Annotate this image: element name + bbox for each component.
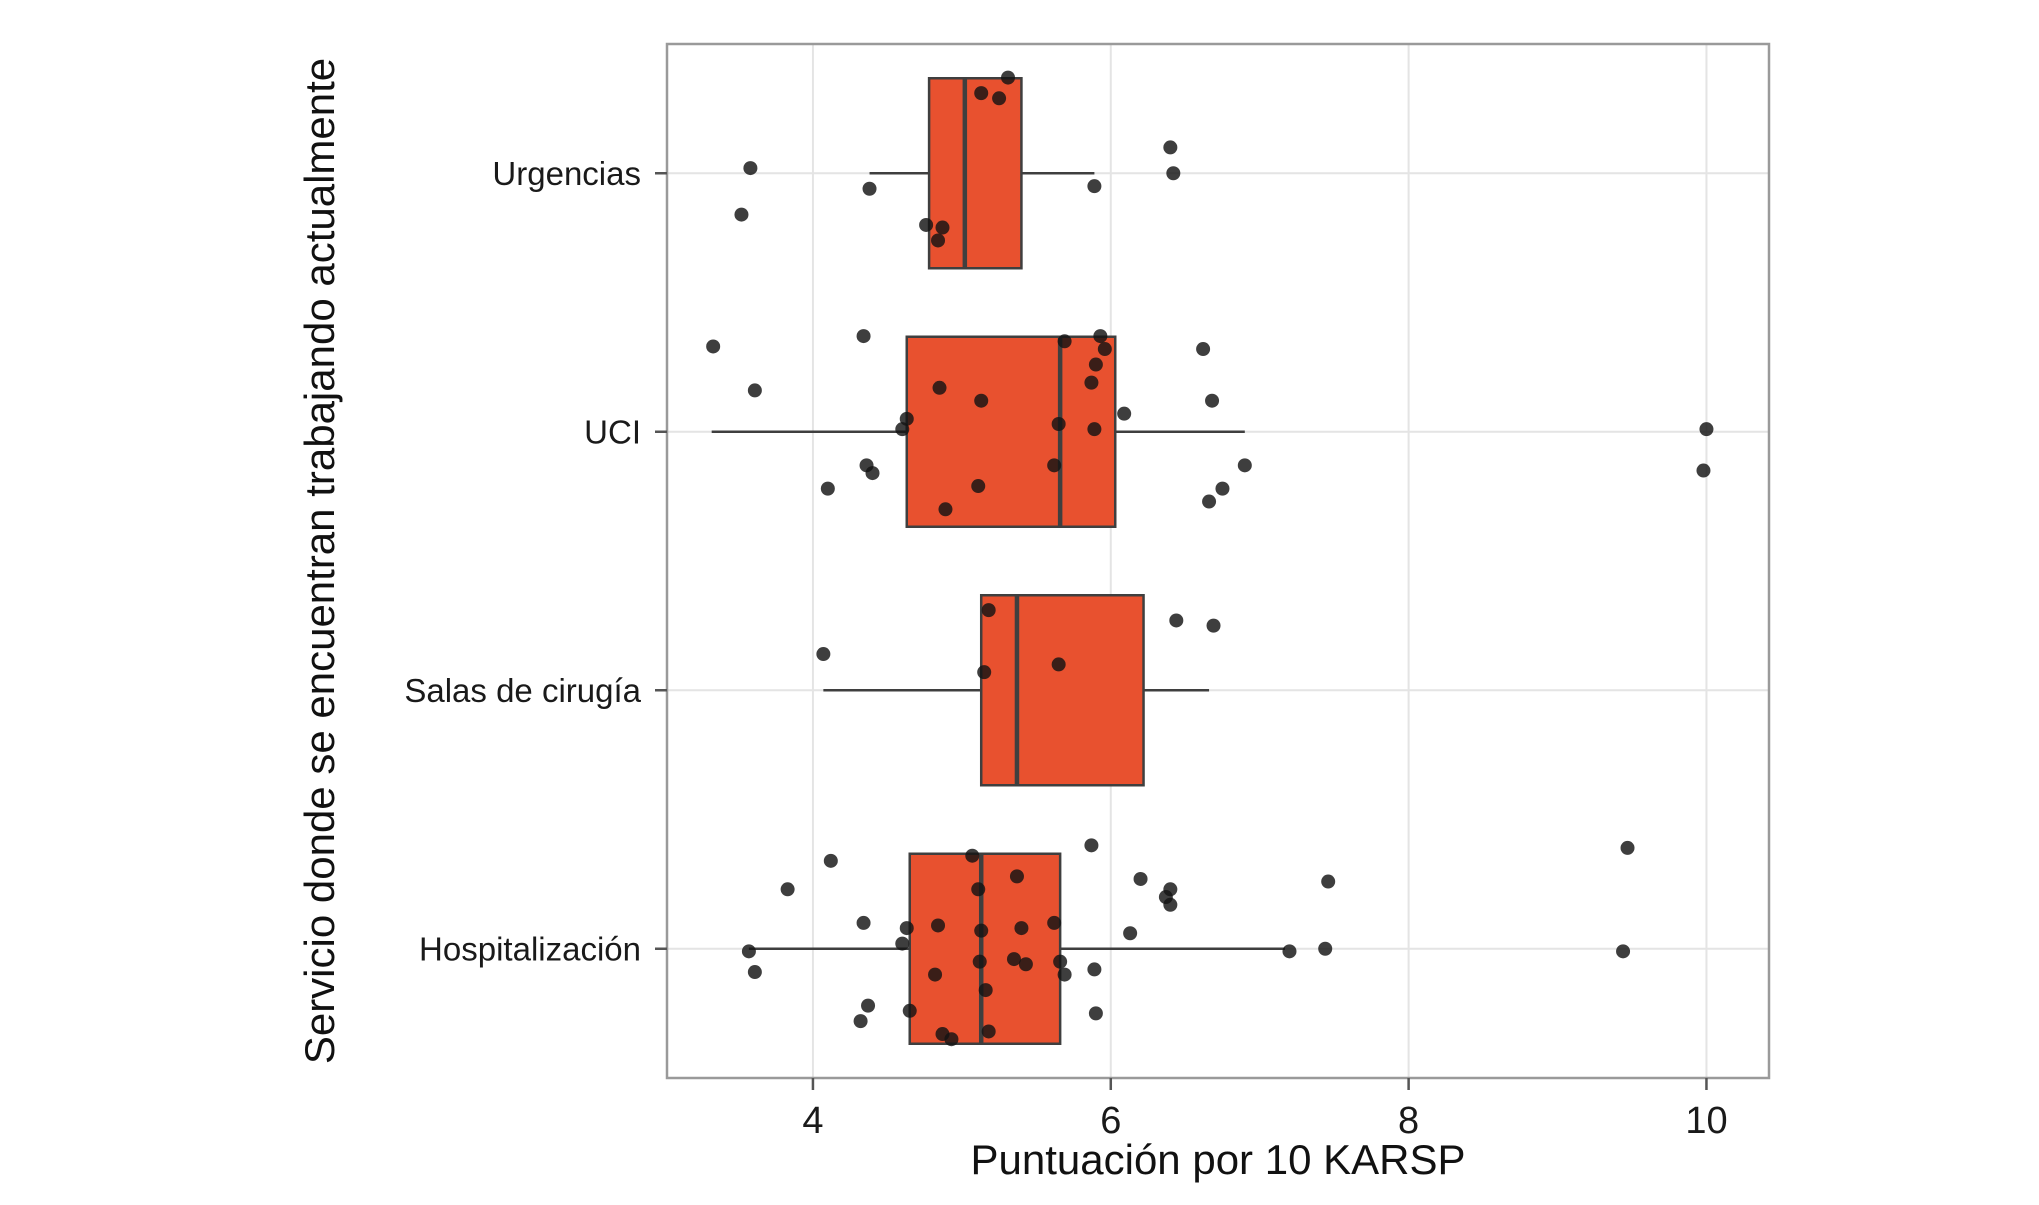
x-tick-label: 8 (1398, 1100, 1419, 1142)
jitter-point (902, 1003, 917, 1018)
category-label: Salas de cirugía (404, 672, 641, 709)
jitter-point (820, 481, 835, 496)
jitter-point (1237, 458, 1252, 473)
jitter-point (1318, 941, 1333, 956)
jitter-point (938, 502, 953, 517)
jitter-point (977, 665, 992, 680)
jitter-point (1696, 463, 1711, 478)
jitter-point (1088, 357, 1103, 372)
jitter-point (1018, 957, 1033, 972)
category-label: UCI (584, 413, 641, 450)
jitter-point (932, 380, 947, 395)
jitter-point (931, 918, 946, 933)
category-label: Hospitalización (419, 930, 641, 967)
jitter-point (978, 983, 993, 998)
y-axis-title: Servicio donde se encuentran trabajando … (296, 57, 343, 1065)
jitter-point (780, 882, 795, 897)
jitter-point (1616, 944, 1631, 959)
jitter-point (747, 965, 762, 980)
jitter-point (1047, 915, 1062, 930)
jitter-point (1009, 869, 1024, 884)
jitter-point (974, 923, 989, 938)
jitter-point (965, 848, 980, 863)
jitter-point (971, 479, 986, 494)
jitter-point (895, 936, 910, 951)
jitter-point (1051, 657, 1066, 672)
jitter-point (853, 1014, 868, 1029)
jitter-point (1006, 952, 1021, 967)
jitter-point (1097, 342, 1112, 357)
jitter-point (816, 647, 831, 662)
jitter-point (974, 86, 989, 101)
jitter-point (1051, 416, 1066, 431)
jitter-point (1620, 840, 1635, 855)
jitter-point (1163, 882, 1178, 897)
panel-border (665, 42, 1771, 1080)
jitter-point (992, 91, 1007, 106)
jitter-point (1123, 926, 1138, 941)
jitter-point (1087, 422, 1102, 437)
jitter-point (1169, 613, 1184, 628)
jitter-point (856, 915, 871, 930)
jitter-point (1088, 1006, 1103, 1021)
jitter-point (1087, 962, 1102, 977)
jitter-point (1163, 897, 1178, 912)
jitter-point (823, 853, 838, 868)
jitter-point (747, 383, 762, 398)
jitter-point (899, 921, 914, 936)
jitter-point (861, 998, 876, 1013)
jitter-point (919, 217, 934, 232)
jitter-point (1084, 838, 1099, 853)
jitter-point (1196, 342, 1211, 357)
jitter-point (972, 954, 987, 969)
jitter-point (1166, 166, 1181, 181)
jitter-point (856, 329, 871, 344)
jitter-point (931, 233, 946, 248)
jitter-point (1133, 871, 1148, 886)
jitter-point (981, 603, 996, 618)
jitter-point (1205, 393, 1220, 408)
jitter-point (1087, 179, 1102, 194)
jitter-point (928, 967, 943, 982)
jitter-point (1093, 329, 1108, 344)
jitter-point (706, 339, 721, 354)
jitter-point (1321, 874, 1336, 889)
category-label: Urgencias (492, 155, 641, 192)
jitter-point (971, 882, 986, 897)
jitter-point (743, 161, 758, 176)
jitter-point (944, 1032, 959, 1047)
jitter-point (1053, 954, 1068, 969)
jitter-point (1057, 967, 1072, 982)
jitter-point (741, 944, 756, 959)
jitter-point (1084, 375, 1099, 390)
box-uci (905, 335, 1117, 528)
jitter-point (1014, 921, 1029, 936)
x-tick-label: 10 (1685, 1100, 1727, 1142)
box-hospitalizaci-n (908, 852, 1062, 1045)
jitter-point (974, 393, 989, 408)
x-tick-label: 4 (802, 1100, 823, 1142)
jitter-point (734, 207, 749, 222)
jitter-point (1001, 70, 1016, 85)
jitter-point (935, 220, 950, 235)
jitter-point (1057, 334, 1072, 349)
jitter-point (1699, 422, 1714, 437)
jitter-point (1206, 618, 1221, 633)
box-salas-de-cirug-a (979, 594, 1145, 787)
x-tick-label: 6 (1100, 1100, 1121, 1142)
jitter-point (1202, 494, 1217, 509)
jitter-point (865, 466, 880, 481)
jitter-point (899, 411, 914, 426)
jitter-point (1047, 458, 1062, 473)
box-urgencias (927, 77, 1023, 270)
jitter-point (1117, 406, 1132, 421)
jitter-point (1163, 140, 1178, 155)
jitter-point (981, 1024, 996, 1039)
jitter-point (1215, 481, 1230, 496)
x-axis-title: Puntuación por 10 KARSP (970, 1136, 1466, 1183)
jitter-point (1282, 944, 1297, 959)
jitter-point (862, 181, 877, 196)
